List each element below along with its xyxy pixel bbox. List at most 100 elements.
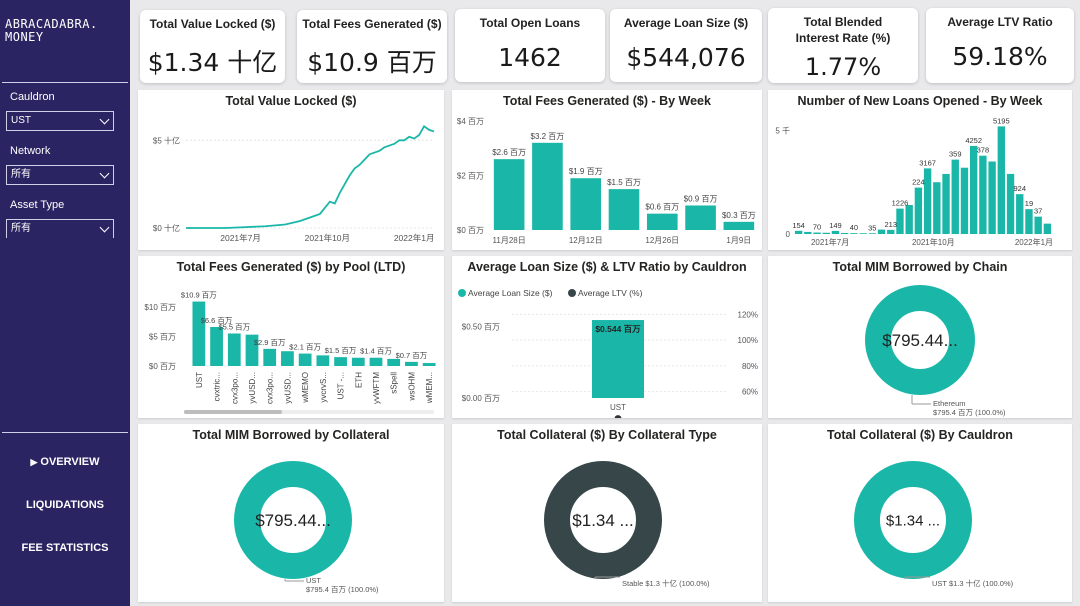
data-label: 1226 (892, 199, 909, 208)
collateral-cauldron-donut: $1.34 ... UST $1.3 十亿 (100.0%) (854, 461, 1014, 588)
filter-asset-type-label: Asset Type (10, 199, 65, 211)
data-label: 213 (884, 220, 897, 229)
panel-mim-chain: Total MIM Borrowed by Chain $795.44... Et… (768, 256, 1072, 418)
donut-ring (865, 285, 975, 395)
chevron-down-icon (99, 168, 110, 179)
panel-mim-collateral: Total MIM Borrowed by Collateral $795.44… (138, 424, 444, 602)
donut-center-label: $1.34 ... (886, 512, 940, 529)
kpi-average-loan-size: Average Loan Size ($) $544,076 (610, 9, 762, 82)
x-tick-label: 2022年1月 (1015, 237, 1053, 247)
panel-new-loans: Number of New Loans Opened - By Week 0 5 … (768, 90, 1072, 250)
new-loans-bar (969, 145, 978, 234)
kpi-value: 1462 (498, 43, 562, 72)
x-tick-label: ETH (354, 372, 363, 388)
donut-center-label: $795.44... (255, 511, 331, 530)
kpi-total-open-loans: Total Open Loans 1462 (455, 9, 605, 82)
nav-liquidations[interactable]: LIQUIDATIONS (25, 499, 104, 511)
sidebar-divider (2, 82, 128, 83)
kpi-title: Total Fees Generated ($) (302, 17, 442, 31)
x-tick-label: 2021年7月 (811, 237, 849, 247)
y-tick-label: $0 十亿 (153, 223, 180, 233)
filter-cauldron-select[interactable]: UST (6, 111, 114, 131)
x-tick-label: 2022年1月 (394, 233, 435, 243)
new-loans-bar (1025, 209, 1033, 234)
y-tick-label: $5 百万 (149, 332, 176, 341)
filter-asset-type-select[interactable]: 所有 (6, 219, 114, 238)
filter-network-value: 所有 (11, 169, 31, 180)
y-tick-label: 80% (742, 362, 758, 371)
mim-collateral-donut: $795.44... UST$795.4 百万 (100.0%) (234, 461, 379, 594)
nav-overview[interactable]: ▶ OVERVIEW (0, 456, 130, 468)
loan-ltv-combo-chart: Average Loan Size ($) Average LTV (%) $0.5… (458, 288, 758, 418)
kpi-blended-interest-rate: Total Blended Interest Rate (%) 1.77% (768, 8, 918, 83)
fees-pool-bar (334, 357, 347, 366)
data-label: $2.9 百万 (254, 338, 286, 347)
new-loans-bar (951, 159, 959, 234)
new-loans-bar (896, 208, 904, 234)
new-loans-bar (914, 187, 923, 234)
x-tick-label: yvUSD... (283, 372, 292, 404)
filter-network-select[interactable]: 所有 (6, 165, 114, 185)
scrollbar-thumb[interactable] (184, 410, 282, 414)
y-tick-label: 5 千 (775, 125, 790, 135)
new-loans-bar (979, 155, 987, 234)
x-tick-label: yvUSD... (248, 372, 257, 404)
new-loans-bar (868, 233, 877, 234)
x-tick-label: 12月12日 (569, 236, 603, 245)
chevron-down-icon (99, 222, 110, 233)
new-loans-bar (850, 233, 858, 234)
kpi-title: Average Loan Size ($) (623, 16, 749, 30)
horizontal-scrollbar[interactable] (184, 410, 434, 414)
data-label: $10.9 百万 (181, 291, 217, 300)
y-tick-label: $10 百万 (144, 303, 176, 312)
donut-legend-name: UST (306, 576, 321, 585)
y-tick-label: $4 百万 (457, 117, 484, 126)
fees-pool-bar (227, 333, 241, 366)
panel-title: Number of New Loans Opened - By Week (797, 94, 1043, 108)
new-loans-bar (877, 229, 886, 234)
y-tick-label: 100% (738, 336, 758, 345)
data-label: 359 (949, 150, 962, 159)
panel-title: Total Fees Generated ($) by Pool (LTD) (176, 260, 406, 274)
x-tick-label: wsOHM (407, 372, 416, 402)
kpi-value: 59.18% (952, 42, 1048, 71)
donut-legend-value: Stable $1.3 十亿 (100.0%) (622, 578, 710, 588)
y-tick-label: 0 (786, 230, 791, 239)
fees-pool-bar (281, 351, 294, 366)
data-label: 70 (813, 223, 821, 232)
fees-pool-bar (351, 357, 365, 366)
fees-week-bar (493, 159, 525, 230)
nav-overview-label: OVERVIEW (40, 456, 100, 468)
data-label: $1.5 百万 (325, 346, 357, 355)
new-loans-bar (813, 232, 821, 234)
fees-pool-bar (316, 355, 330, 366)
fees-week-bar (608, 189, 640, 230)
ltv-point (614, 415, 622, 418)
new-loans-bar (1016, 194, 1024, 234)
x-tick-label: 11月28日 (493, 236, 526, 245)
tvl-line-chart: $0 十亿 $5 十亿 2021年7月 2021年10月 2022年1月 (153, 124, 435, 243)
data-label: 149 (829, 221, 842, 230)
panel-loan-ltv: Average Loan Size ($) & LTV Ratio by Cau… (452, 256, 762, 418)
panel-collateral-type: Total Collateral ($) By Collateral Type … (452, 424, 762, 602)
y-tick-label: $5 十亿 (153, 135, 180, 145)
chevron-down-icon (99, 114, 110, 125)
data-label: 4252 (965, 136, 982, 145)
kpi-title: Average LTV Ratio (947, 15, 1053, 29)
data-label: $0.544 百万 (595, 324, 641, 334)
data-label: $1.5 百万 (607, 178, 641, 187)
nav-fee-statistics[interactable]: FEE STATISTICS (21, 542, 109, 554)
fees-week-bar (723, 221, 755, 230)
x-tick-label: 2021年10月 (305, 233, 350, 243)
panel-title: Total Fees Generated ($) - By Week (503, 94, 711, 108)
fees-week-bar (570, 178, 602, 230)
fees-pool-bar (245, 334, 259, 366)
tvl-line (186, 124, 435, 229)
fees-pool-bar (210, 326, 223, 366)
new-loans-bar (887, 229, 895, 234)
y-tick-label: 60% (742, 388, 758, 397)
donut-legend-value: UST $1.3 十亿 (100.0%) (932, 578, 1014, 588)
new-loans-bar (822, 232, 830, 234)
kpi-value: 1.77% (804, 53, 882, 81)
x-tick-label: wMEMO (301, 372, 310, 404)
